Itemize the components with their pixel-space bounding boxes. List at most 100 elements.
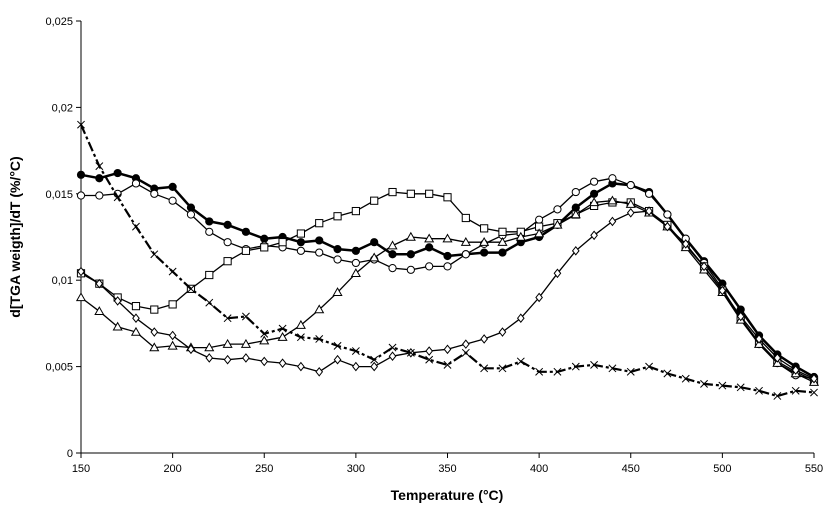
- data-point: [406, 265, 415, 274]
- data-point: [112, 321, 123, 331]
- data-point: [681, 239, 690, 249]
- data-point: [571, 362, 580, 371]
- series-open-triangle: [75, 195, 820, 386]
- data-point: [278, 324, 287, 333]
- data-point: [260, 356, 269, 367]
- data-point: [131, 179, 141, 188]
- data-point: [333, 255, 342, 264]
- ticks-layer: 0 0,005 0,01 0,015 0,02 0,025 150 200 250 300 350 4…: [45, 16, 823, 475]
- data-point: [461, 213, 470, 223]
- data-point: [132, 313, 140, 324]
- data-point: [663, 369, 672, 378]
- data-point: [425, 262, 434, 271]
- data-point: [498, 364, 507, 373]
- data-point: [75, 292, 87, 302]
- data-point: [755, 334, 763, 344]
- x-tick-label: 150: [72, 463, 90, 475]
- data-point: [296, 238, 305, 247]
- y-axis-title: d[TGA weigth]/dT (%/°C): [7, 156, 23, 317]
- data-point: [736, 311, 745, 322]
- data-point: [168, 182, 177, 191]
- data-point: [150, 189, 159, 198]
- data-point: [663, 210, 672, 219]
- data-point: [370, 238, 379, 247]
- data-point: [205, 227, 214, 236]
- data-point: [480, 364, 489, 373]
- data-point: [351, 258, 360, 268]
- data-point: [95, 278, 104, 289]
- data-point: [773, 353, 782, 363]
- data-point: [370, 361, 379, 372]
- data-point: [223, 220, 232, 230]
- x-axis-title: Temperature (°C): [391, 487, 504, 503]
- data-point: [315, 248, 324, 257]
- data-point: [552, 219, 563, 229]
- data-point: [223, 314, 232, 323]
- data-point: [295, 319, 306, 329]
- data-point: [205, 353, 214, 363]
- data-point: [388, 343, 397, 352]
- data-point: [461, 339, 470, 349]
- x-tick-label: 450: [622, 463, 640, 475]
- data-point: [553, 367, 562, 376]
- data-point: [315, 219, 324, 228]
- data-point: [332, 287, 343, 296]
- data-point: [241, 246, 251, 255]
- data-point: [535, 215, 544, 224]
- data-point: [205, 298, 214, 307]
- x-tick-label: 300: [347, 463, 365, 475]
- data-point: [553, 268, 562, 279]
- data-point: [644, 189, 654, 198]
- data-point: [223, 257, 232, 266]
- y-tick-label: 0,015: [45, 189, 73, 201]
- x-tick-label: 250: [255, 463, 273, 475]
- data-point: [700, 379, 709, 388]
- data-point: [204, 342, 215, 352]
- data-point: [516, 313, 525, 324]
- data-point: [168, 196, 177, 205]
- data-point: [497, 236, 508, 246]
- data-point: [589, 197, 600, 207]
- data-point: [150, 250, 159, 259]
- data-point: [608, 174, 617, 183]
- data-point: [296, 246, 305, 255]
- data-point: [480, 334, 488, 344]
- data-point: [571, 246, 580, 256]
- data-point: [388, 264, 397, 273]
- data-point: [387, 240, 398, 250]
- series-line: [79, 124, 815, 398]
- data-point: [350, 268, 361, 277]
- data-point: [223, 238, 232, 247]
- data-point: [168, 300, 177, 309]
- y-tick-label: 0,025: [45, 16, 73, 28]
- data-point: [150, 305, 159, 314]
- series-open-diamond: [77, 206, 818, 384]
- data-point: [277, 332, 288, 341]
- data-point: [480, 224, 489, 233]
- data-point: [241, 227, 251, 236]
- data-point: [590, 230, 598, 241]
- data-point: [424, 233, 435, 243]
- data-point: [425, 189, 434, 198]
- data-point: [351, 347, 360, 356]
- data-point: [333, 354, 342, 365]
- data-point: [498, 327, 507, 337]
- data-point: [590, 360, 599, 369]
- data-point: [278, 238, 287, 247]
- data-point: [315, 334, 324, 343]
- data-point: [187, 344, 195, 355]
- data-point: [314, 304, 325, 314]
- data-point: [461, 250, 470, 259]
- data-point: [736, 383, 745, 392]
- data-point: [95, 174, 104, 183]
- data-point: [590, 177, 599, 186]
- x-tick-label: 350: [438, 463, 456, 475]
- data-point: [607, 195, 618, 205]
- data-point: [369, 252, 380, 262]
- data-point: [94, 306, 105, 316]
- y-tick-label: 0,02: [52, 102, 73, 114]
- data-point: [442, 233, 453, 243]
- data-point: [681, 374, 690, 383]
